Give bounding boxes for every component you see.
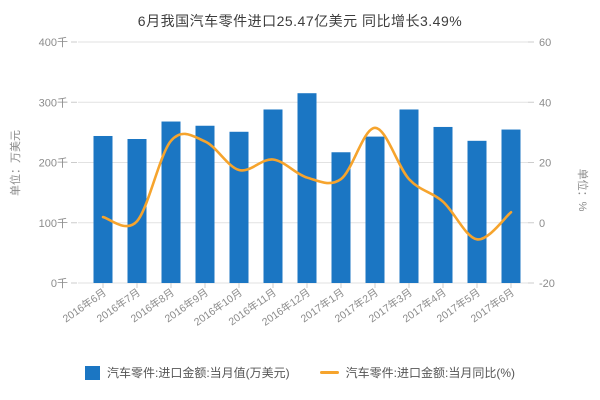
bar bbox=[297, 93, 317, 284]
bar bbox=[331, 152, 351, 283]
bar bbox=[365, 136, 385, 283]
right-axis-tick-label: -20 bbox=[539, 278, 555, 290]
bar bbox=[127, 139, 147, 283]
bar bbox=[195, 125, 215, 283]
legend-label-import-value: 汽车零件:进口金额:当月值(万美元) bbox=[106, 366, 290, 380]
left-axis-tick-label: 400千 bbox=[39, 36, 68, 49]
bar bbox=[93, 135, 113, 283]
bar bbox=[501, 129, 521, 283]
bar bbox=[399, 109, 419, 283]
bar bbox=[229, 131, 249, 283]
left-axis-tick-label: 0千 bbox=[51, 277, 68, 290]
plot-area: 0千100千200千300千400千-2002040602016年6月2016年… bbox=[39, 36, 555, 329]
bar bbox=[161, 121, 181, 283]
right-axis-tick-label: 40 bbox=[539, 97, 551, 109]
bar bbox=[433, 126, 453, 283]
left-axis-tick-label: 200千 bbox=[39, 157, 68, 170]
right-axis-tick-label: 60 bbox=[539, 37, 551, 49]
bar bbox=[263, 109, 283, 283]
left-axis-tick-label: 300千 bbox=[39, 96, 68, 109]
bar-swatch-icon bbox=[84, 365, 100, 380]
right-axis-tick-label: 0 bbox=[539, 218, 545, 230]
right-axis-title: 单位：% bbox=[576, 169, 590, 212]
left-axis-tick-label: 100千 bbox=[39, 217, 68, 230]
legend-item-import-value[interactable]: 汽车零件:进口金额:当月值(万美元) bbox=[84, 364, 290, 381]
legend-item-yoy[interactable]: 汽车零件:进口金额:当月同比(%) bbox=[319, 364, 515, 381]
legend: 汽车零件:进口金额:当月值(万美元) 汽车零件:进口金额:当月同比(%) bbox=[0, 364, 600, 381]
legend-label-yoy: 汽车零件:进口金额:当月同比(%) bbox=[345, 366, 515, 380]
line-swatch-icon bbox=[319, 371, 339, 374]
left-axis-title: 单位：万美元 bbox=[8, 130, 22, 196]
yoy-line bbox=[101, 126, 513, 241]
right-axis-tick-label: 20 bbox=[539, 158, 551, 170]
chart-title: 6月我国汽车零件进口25.47亿美元 同比增长3.49% bbox=[137, 13, 463, 29]
bar bbox=[467, 140, 487, 283]
